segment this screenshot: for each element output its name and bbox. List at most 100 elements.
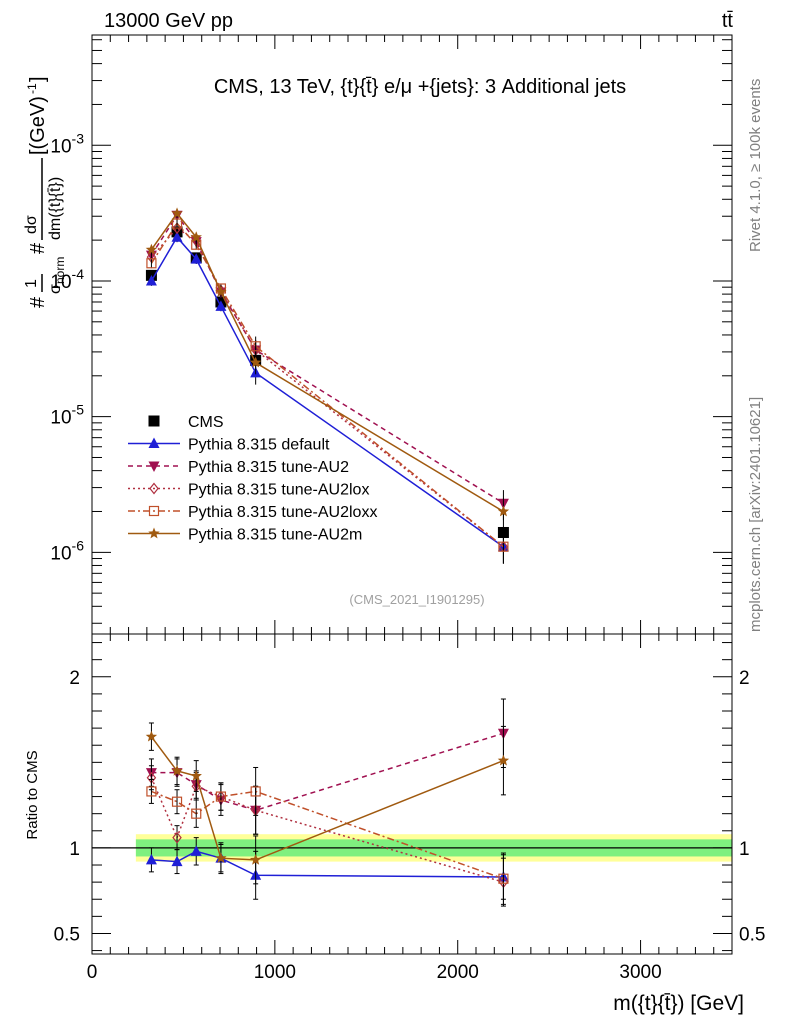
main-point-cms — [497, 526, 509, 538]
x-tick-label: 2000 — [437, 962, 479, 983]
ratio-y-tick-label-right: 2 — [739, 668, 750, 689]
legend-label-au2m: Pythia 8.315 tune-AU2m — [188, 527, 362, 544]
main-point-default — [171, 231, 183, 242]
legend-marker-au2m — [148, 527, 160, 539]
ratio-series-group — [145, 698, 510, 907]
x-tick-label: 1000 — [254, 962, 296, 983]
ratio-line-au2 — [151, 732, 504, 812]
ratio-point-default — [190, 845, 202, 856]
ratio-series-au2loxx — [146, 766, 509, 905]
legend-marker-au2lox — [149, 482, 159, 495]
main-point-au2m — [215, 285, 227, 297]
main-point-default — [215, 300, 227, 311]
legend-item-au2lox: Pythia 8.315 tune-AU2lox — [128, 482, 369, 499]
legend-label-default: Pythia 8.315 default — [188, 437, 330, 454]
ratio-line-default — [151, 850, 504, 878]
svg-text:[(GeV): [(GeV) — [27, 96, 49, 155]
ratio-plot-frame — [91, 633, 733, 955]
ratio-point-au2m — [249, 853, 262, 865]
header-left-label: 13000 GeV pp — [104, 10, 233, 32]
main-point-au2m — [171, 207, 183, 219]
legend-item-default: Pythia 8.315 default — [128, 437, 330, 454]
ratio-line-au2loxx — [151, 790, 504, 880]
svg-text:#: # — [27, 296, 49, 308]
ratio-point-au2m — [145, 730, 158, 742]
ratio-panel: 0.5 0.5 1 1 2 2 0 1000 2000 3000 Ratio to CMS m({… — [24, 633, 765, 1015]
ratio-point-au2loxx — [498, 873, 509, 884]
main-point-au2m — [145, 243, 158, 255]
ratio-point-au2loxx — [191, 808, 202, 819]
main-point-au2m — [190, 231, 202, 243]
legend-label-cms: CMS — [188, 414, 224, 431]
main-series-au2m — [145, 207, 510, 529]
ratio-y-tick-label-right: 1 — [739, 839, 750, 860]
main-point-au2loxx — [498, 541, 509, 552]
main-y-tick-label: 10-3 — [50, 130, 84, 157]
ratio-y-tick-label-right: 0.5 — [739, 924, 765, 945]
main-ylabel: # 1 σ norm # dσ dm({t}{t̄}) [(GeV) -1 ] — [23, 76, 67, 308]
ratio-point-au2m — [190, 770, 202, 781]
legend-marker-au2loxx — [148, 505, 160, 517]
legend-marker-cms — [148, 415, 160, 427]
legend-item-au2loxx: Pythia 8.315 tune-AU2loxx — [128, 504, 377, 521]
ratio-point-au2loxx — [146, 786, 157, 797]
main-point-au2loxx — [171, 218, 183, 229]
svg-text:dσ: dσ — [23, 215, 40, 234]
legend-label-au2loxx: Pythia 8.315 tune-AU2loxx — [188, 504, 377, 521]
main-y-tick-label: 10-5 — [50, 402, 84, 429]
svg-text:]: ] — [27, 76, 49, 82]
legend-label-au2: Pythia 8.315 tune-AU2 — [188, 459, 349, 476]
main-point-au2m — [249, 356, 262, 368]
main-y-tick-label: 10-4 — [50, 266, 84, 293]
svg-text:norm: norm — [53, 257, 67, 284]
main-title: CMS, 13 TeV, {t}{t̄} e/μ +{jets}: 3 Addi… — [214, 76, 626, 98]
ratio-point-au2loxx — [250, 786, 261, 797]
ratio-ylabel: Ratio to CMS — [24, 750, 41, 839]
ratio-point-au2m — [171, 764, 183, 776]
svg-text:dm({t}{t̄}): dm({t}{t̄}) — [47, 177, 64, 240]
ratio-point-au2loxx — [215, 791, 227, 802]
ratio-ticks: 0.5 0.5 1 1 2 2 0 1000 2000 3000 — [54, 634, 765, 983]
ratio-point-au2m — [215, 852, 227, 864]
legend-item-au2: Pythia 8.315 tune-AU2 — [128, 459, 349, 476]
main-line-au2m — [150, 212, 504, 513]
main-point-default — [145, 274, 157, 286]
main-point-default — [190, 253, 202, 264]
ratio-line-au2m — [150, 736, 504, 861]
ratio-y-tick-label-left: 1 — [69, 839, 80, 860]
legend-marker-default — [148, 437, 160, 448]
ratio-point-default — [145, 853, 157, 865]
rivet-label: Rivet 4.1.0, ≥ 100k events — [747, 79, 764, 252]
legend: CMS Pythia 8.315 default Pythia 8.315 tune… — [128, 414, 377, 544]
main-series-au2loxx — [146, 218, 509, 564]
svg-text:-1: -1 — [25, 83, 39, 94]
analysis-id: (CMS_2021_I1901295) — [349, 592, 484, 607]
ratio-y-tick-label-left: 2 — [69, 668, 80, 689]
x-axis-label: m({t}{t̄}) [GeV] — [613, 992, 744, 1015]
ratio-point-au2loxx — [171, 796, 183, 807]
svg-text:#: # — [27, 242, 49, 254]
x-tick-label: 0 — [87, 962, 98, 983]
mcplots-label: mcplots.cern.ch [arXiv:2401.10621] — [747, 397, 764, 632]
ratio-point-default — [171, 855, 183, 867]
main-point-au2loxx — [146, 258, 157, 269]
ratio-y-tick-label-left: 0.5 — [54, 924, 80, 945]
main-point-au2loxx — [250, 341, 261, 352]
ratio-series-au2m — [145, 722, 510, 885]
ratio-point-au2lox — [172, 831, 182, 844]
svg-text:σ: σ — [47, 284, 64, 294]
main-point-au2m — [497, 505, 510, 517]
ratio-band — [92, 834, 732, 862]
svg-text:1: 1 — [23, 279, 40, 288]
main-line-default — [150, 235, 504, 548]
legend-item-cms: CMS — [148, 414, 224, 431]
legend-marker-au2 — [148, 461, 160, 472]
main-panel: CMS, 13 TeV, {t}{t̄} e/μ +{jets}: 3 Addi… — [23, 34, 733, 635]
main-line-au2loxx — [150, 222, 504, 548]
legend-item-au2m: Pythia 8.315 tune-AU2m — [128, 527, 362, 544]
x-tick-label: 3000 — [619, 962, 661, 983]
main-ticks: 10-6 10-5 10-4 10-3 — [50, 35, 732, 634]
header-right-label: tt̄ — [722, 10, 734, 32]
ratio-point-au2m — [497, 754, 510, 766]
